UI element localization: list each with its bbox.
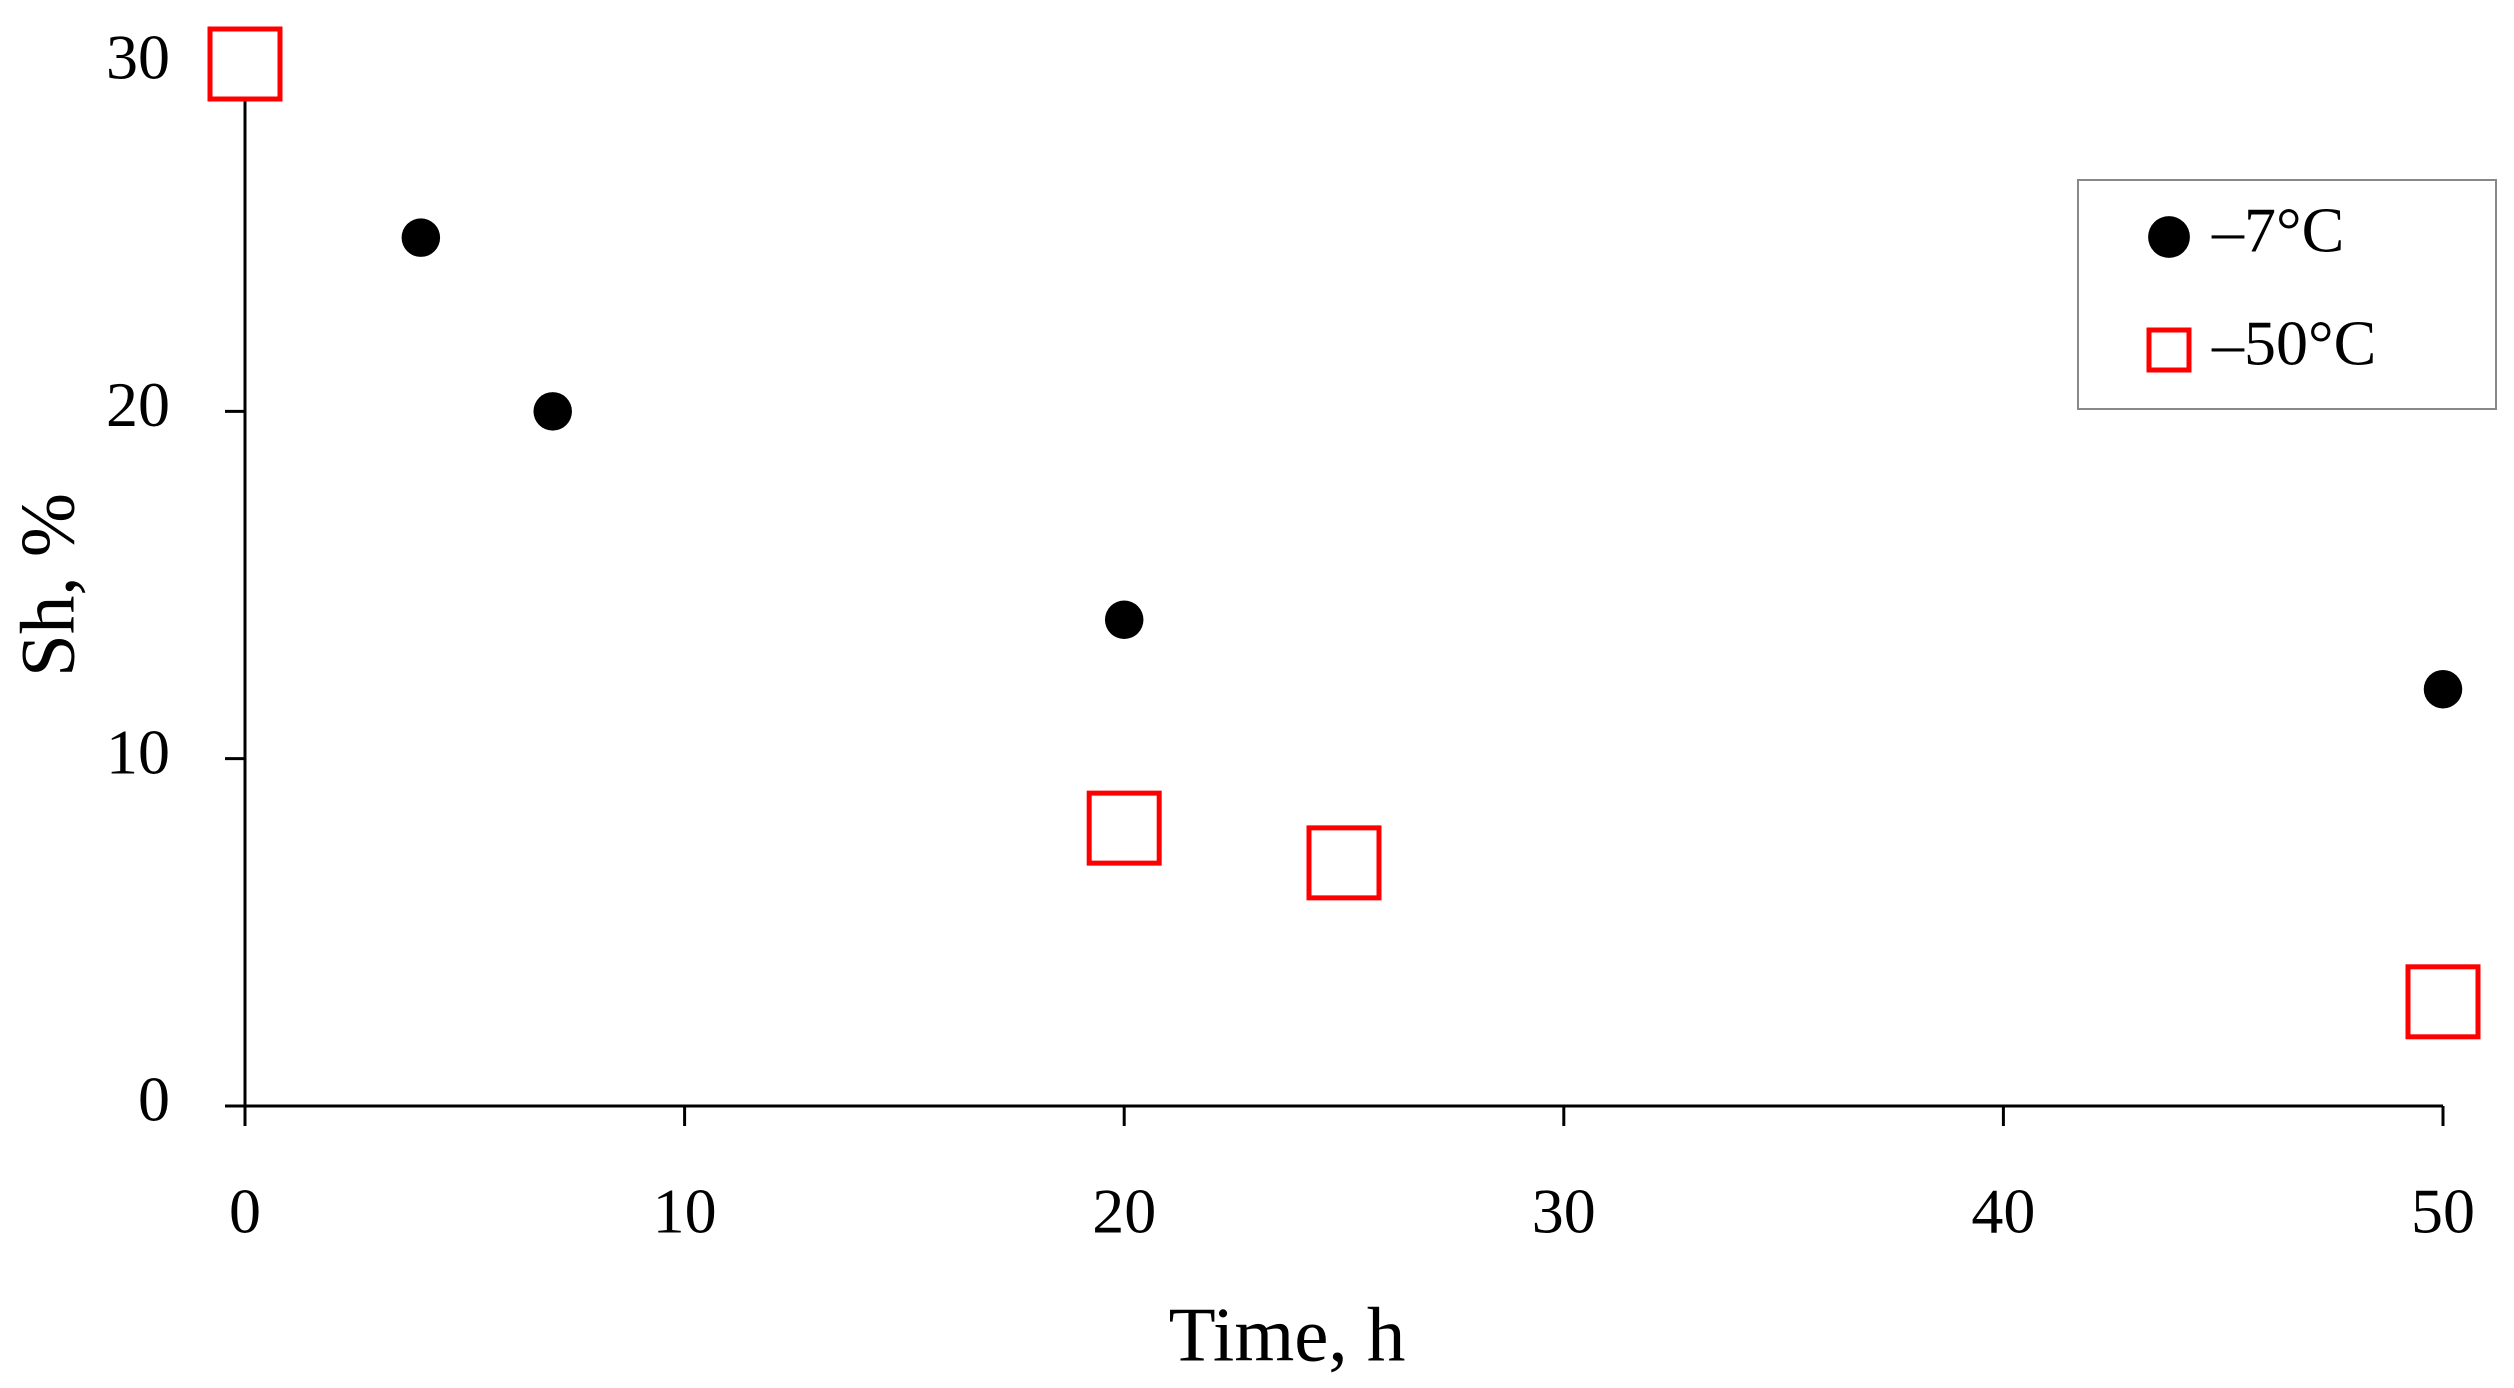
x-tick-label: 20 [1092,1176,1156,1247]
data-point [533,392,572,431]
y-axis-title: Sh, % [5,493,91,677]
x-tick-label: 50 [2411,1176,2475,1247]
data-point [2423,669,2463,709]
x-tick-label: 10 [653,1176,717,1247]
y-tick-label: 30 [106,22,170,93]
x-axis-title: Time, h [1169,1292,1406,1378]
y-tick-label: 0 [138,1064,170,1135]
legend-label: –7°C [2211,195,2344,266]
data-point [2405,964,2481,1040]
legend-marker [2148,216,2190,258]
data-point [1086,790,1162,866]
data-point [1104,600,1144,639]
x-tick-label: 40 [1971,1176,2035,1247]
y-tick-label: 20 [106,369,170,440]
x-tick-label: 30 [1532,1176,1596,1247]
data-point [401,218,441,257]
legend-marker [2146,327,2192,373]
legend-label: –50°C [2211,308,2376,379]
x-tick-label: 0 [229,1176,261,1247]
data-point [207,26,283,102]
data-point [1306,825,1382,901]
y-tick-label: 10 [106,716,170,787]
